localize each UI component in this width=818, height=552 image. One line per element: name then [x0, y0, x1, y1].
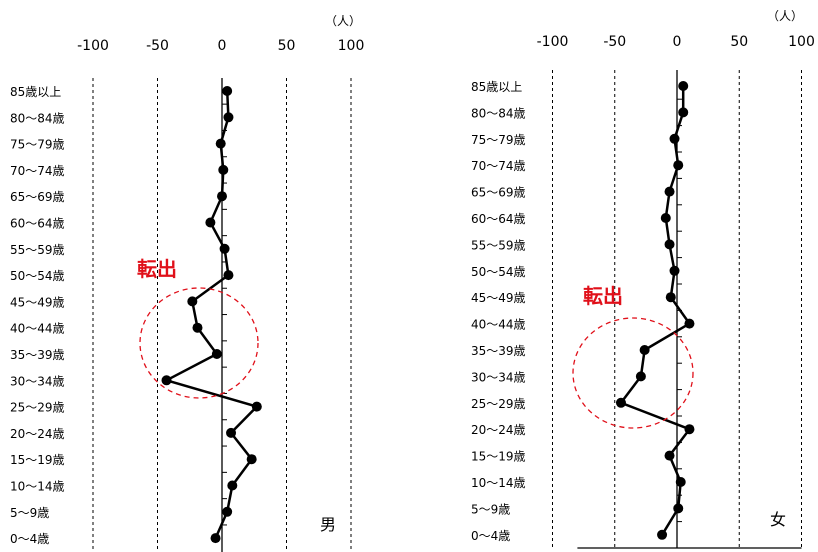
data-point — [669, 133, 680, 144]
category-label: 85歳以上 — [471, 80, 522, 94]
category-label: 55～59歳 — [471, 238, 526, 252]
category-label: 50～54歳 — [10, 269, 65, 283]
category-label: 75～79歳 — [10, 138, 65, 152]
x-tick-label: 50 — [278, 38, 296, 54]
category-label: 45～49歳 — [10, 295, 65, 309]
data-point — [664, 186, 675, 197]
category-label: 65～69歳 — [471, 186, 526, 200]
x-tick-label: 100 — [338, 38, 365, 54]
data-point — [215, 138, 226, 149]
annotation-label: 転出 — [137, 257, 177, 281]
data-point — [665, 292, 676, 303]
unit-label: （人） — [767, 9, 803, 23]
data-point — [211, 349, 222, 359]
data-point — [223, 112, 234, 123]
category-label: 30～34歳 — [10, 374, 65, 388]
category-label: 15～19歳 — [471, 450, 526, 464]
annotation-label: 転出 — [583, 284, 623, 308]
data-point — [664, 450, 675, 461]
x-tick-label: 100 — [788, 34, 815, 50]
x-tick-label: 50 — [730, 34, 748, 50]
category-label: 65～69歳 — [10, 190, 65, 204]
category-label: 75～79歳 — [471, 133, 526, 147]
data-point — [205, 217, 216, 228]
category-label: 60～64歳 — [471, 212, 526, 226]
unit-label: （人） — [325, 14, 361, 28]
x-tick-label: -100 — [537, 34, 569, 50]
gender-label: 男 — [320, 515, 336, 534]
x-tick-label: 0 — [218, 38, 227, 54]
data-point — [218, 164, 229, 175]
category-label: 5～9歳 — [10, 506, 49, 520]
data-point — [219, 243, 230, 254]
data-point — [187, 296, 198, 307]
category-label: 25～29歳 — [10, 401, 65, 415]
data-point — [684, 424, 695, 435]
annotation-circle — [572, 317, 694, 429]
data-point — [226, 427, 237, 438]
annotation-circle — [139, 287, 259, 399]
data-point — [223, 270, 234, 281]
data-point — [669, 265, 680, 276]
data-point — [678, 107, 689, 118]
x-tick-label: -100 — [77, 38, 109, 54]
data-point — [660, 213, 671, 223]
data-point — [639, 345, 650, 355]
category-label: 45～49歳 — [471, 291, 526, 305]
series-line — [619, 86, 691, 536]
category-label: 20～24歳 — [10, 427, 65, 441]
data-point — [246, 454, 257, 465]
data-point — [161, 375, 172, 386]
data-point — [217, 191, 227, 202]
data-point — [210, 533, 221, 544]
x-tick-label: 0 — [673, 34, 682, 50]
data-point — [673, 503, 684, 514]
gender-label: 女 — [770, 510, 786, 529]
category-label: 70～74歳 — [10, 164, 65, 178]
data-point — [664, 239, 675, 250]
category-label: 10～14歳 — [10, 480, 65, 494]
category-label: 0～4歳 — [10, 532, 49, 546]
data-point — [675, 477, 686, 487]
x-tick-label: -50 — [603, 34, 626, 50]
category-label: 30～34歳 — [471, 370, 526, 384]
data-point — [673, 160, 684, 171]
male-panel: -100 -50 0 50 100 （人） 85歳以上 80～84歳 75～79歳 70～74歳 6… — [10, 14, 364, 552]
data-point — [678, 81, 689, 91]
x-tick-label: -50 — [146, 38, 169, 54]
data-point — [227, 480, 238, 491]
category-label: 80～84歳 — [10, 111, 65, 125]
category-label: 35～39歳 — [471, 344, 526, 358]
data-point — [251, 401, 262, 412]
category-label: 0～4歳 — [471, 529, 510, 543]
female-panel: -100 -50 0 50 100 （人） 85歳以上 80～84歳 75～79歳 70～74歳 6… — [471, 9, 815, 549]
category-label: 40～44歳 — [471, 318, 526, 332]
category-label: 55～59歳 — [10, 243, 65, 257]
category-label: 40～44歳 — [10, 322, 65, 336]
category-label: 60～64歳 — [10, 217, 65, 231]
data-point — [657, 529, 668, 540]
data-point — [192, 322, 203, 333]
category-label: 20～24歳 — [471, 423, 526, 437]
category-label: 85歳以上 — [10, 85, 61, 99]
category-label: 80～84歳 — [471, 106, 526, 120]
category-label: 25～29歳 — [471, 397, 526, 411]
category-label: 15～19歳 — [10, 453, 65, 467]
data-point — [684, 318, 695, 329]
category-label: 5～9歳 — [471, 502, 510, 516]
category-label: 35～39歳 — [10, 348, 65, 362]
data-point — [222, 86, 233, 96]
series-line — [165, 90, 259, 539]
data-point — [615, 397, 626, 408]
data-point — [635, 371, 646, 382]
category-label: 10～14歳 — [471, 476, 526, 490]
category-label: 50～54歳 — [471, 265, 526, 279]
data-point — [222, 506, 233, 517]
category-label: 70～74歳 — [471, 159, 526, 173]
